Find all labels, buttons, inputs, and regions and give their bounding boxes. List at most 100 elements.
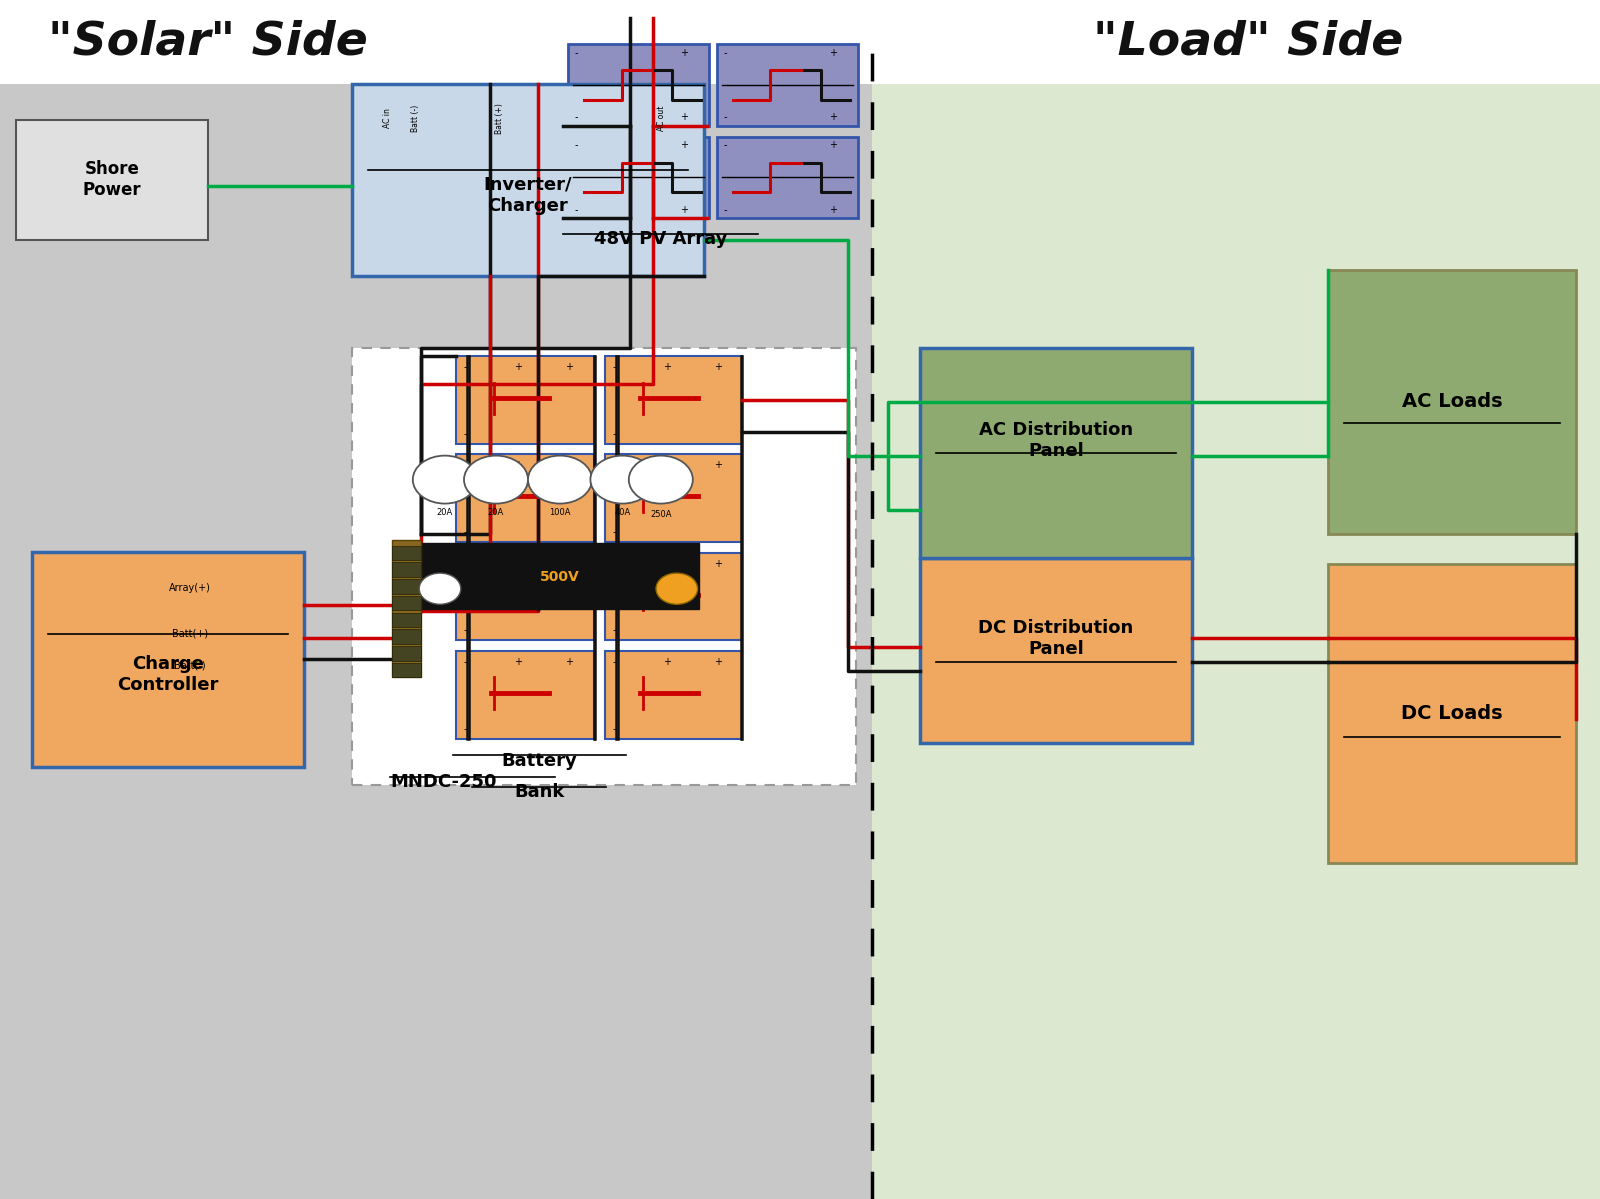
Text: -: - xyxy=(723,140,726,150)
Text: -: - xyxy=(464,429,467,439)
Text: +: + xyxy=(514,362,522,372)
Circle shape xyxy=(528,456,592,504)
Text: -: - xyxy=(613,559,616,568)
Bar xyxy=(717,44,858,126)
Bar xyxy=(456,651,594,739)
Text: 20A: 20A xyxy=(437,508,453,518)
Circle shape xyxy=(419,573,461,604)
Text: +: + xyxy=(565,362,573,372)
Bar xyxy=(1328,564,1576,863)
Text: Inverter/
Charger: Inverter/ Charger xyxy=(483,176,573,215)
Text: "Solar" Side: "Solar" Side xyxy=(48,19,368,65)
Text: MNDC-250: MNDC-250 xyxy=(390,773,498,791)
Bar xyxy=(392,646,421,661)
Bar xyxy=(419,543,699,609)
Text: -: - xyxy=(574,205,578,215)
Text: -: - xyxy=(464,528,467,537)
Circle shape xyxy=(413,456,477,504)
Bar xyxy=(392,562,421,577)
Text: -: - xyxy=(613,528,616,537)
Bar xyxy=(568,44,709,126)
Bar xyxy=(392,613,421,627)
Bar xyxy=(605,553,742,640)
Bar xyxy=(605,651,742,739)
Text: -: - xyxy=(613,429,616,439)
Bar xyxy=(872,84,1600,1199)
Circle shape xyxy=(629,456,693,504)
Text: -: - xyxy=(464,460,467,470)
Text: +: + xyxy=(514,460,522,470)
Text: +: + xyxy=(680,113,688,122)
Text: Batt(+): Batt(+) xyxy=(171,628,208,639)
Text: +: + xyxy=(565,559,573,568)
Text: -: - xyxy=(613,724,616,734)
Text: +: + xyxy=(565,657,573,667)
Text: AC Loads: AC Loads xyxy=(1402,392,1502,411)
Text: +: + xyxy=(829,48,837,58)
Text: Batt (+): Batt (+) xyxy=(496,103,504,134)
Text: +: + xyxy=(514,657,522,667)
Text: AC in: AC in xyxy=(382,109,392,128)
Text: -: - xyxy=(613,460,616,470)
Text: -: - xyxy=(464,362,467,372)
Bar xyxy=(16,120,208,240)
Bar xyxy=(392,663,421,677)
Text: +: + xyxy=(829,113,837,122)
Text: AC Distribution
Panel: AC Distribution Panel xyxy=(979,421,1133,460)
Text: AC out: AC out xyxy=(658,106,666,131)
Text: -: - xyxy=(613,657,616,667)
Bar xyxy=(392,629,421,644)
Text: +: + xyxy=(714,657,722,667)
Bar xyxy=(392,579,421,594)
Bar xyxy=(0,0,1600,84)
Text: Battery: Battery xyxy=(501,752,578,770)
Text: DC Loads: DC Loads xyxy=(1402,704,1502,723)
Text: -: - xyxy=(723,205,726,215)
Text: Shore
Power: Shore Power xyxy=(83,161,141,199)
Bar xyxy=(605,454,742,542)
Text: 100A: 100A xyxy=(549,508,571,518)
Text: +: + xyxy=(662,460,670,470)
Bar xyxy=(392,596,421,610)
Text: Array(+): Array(+) xyxy=(170,583,211,594)
Bar xyxy=(32,552,304,767)
Text: 40A: 40A xyxy=(614,508,630,518)
Text: -: - xyxy=(723,48,726,58)
Text: 250A: 250A xyxy=(650,510,672,519)
Text: Batt (-): Batt (-) xyxy=(411,104,419,132)
Circle shape xyxy=(590,456,654,504)
Bar xyxy=(456,454,594,542)
Text: -: - xyxy=(464,626,467,635)
Text: Batt(-): Batt(-) xyxy=(174,661,205,671)
Text: DC Distribution
Panel: DC Distribution Panel xyxy=(978,619,1134,658)
Bar xyxy=(352,348,856,785)
Bar xyxy=(920,348,1192,558)
Text: +: + xyxy=(662,657,670,667)
Bar xyxy=(568,137,709,218)
Text: +: + xyxy=(514,559,522,568)
Bar xyxy=(605,356,742,444)
Text: +: + xyxy=(662,559,670,568)
Text: 500V: 500V xyxy=(541,570,579,584)
Text: +: + xyxy=(829,205,837,215)
Text: -: - xyxy=(464,724,467,734)
Text: 20A: 20A xyxy=(488,508,504,518)
Bar xyxy=(392,546,421,560)
Text: -: - xyxy=(613,626,616,635)
Bar xyxy=(0,84,872,1199)
Text: -: - xyxy=(613,362,616,372)
Text: +: + xyxy=(829,140,837,150)
Bar xyxy=(1328,270,1576,534)
Bar xyxy=(717,137,858,218)
Text: +: + xyxy=(565,460,573,470)
Text: +: + xyxy=(714,460,722,470)
Circle shape xyxy=(656,573,698,604)
Bar xyxy=(352,84,704,276)
Text: Bank: Bank xyxy=(514,783,565,801)
Text: -: - xyxy=(464,559,467,568)
Text: -: - xyxy=(464,657,467,667)
Text: +: + xyxy=(662,362,670,372)
Text: -: - xyxy=(723,113,726,122)
Text: +: + xyxy=(680,140,688,150)
Bar xyxy=(392,540,421,677)
